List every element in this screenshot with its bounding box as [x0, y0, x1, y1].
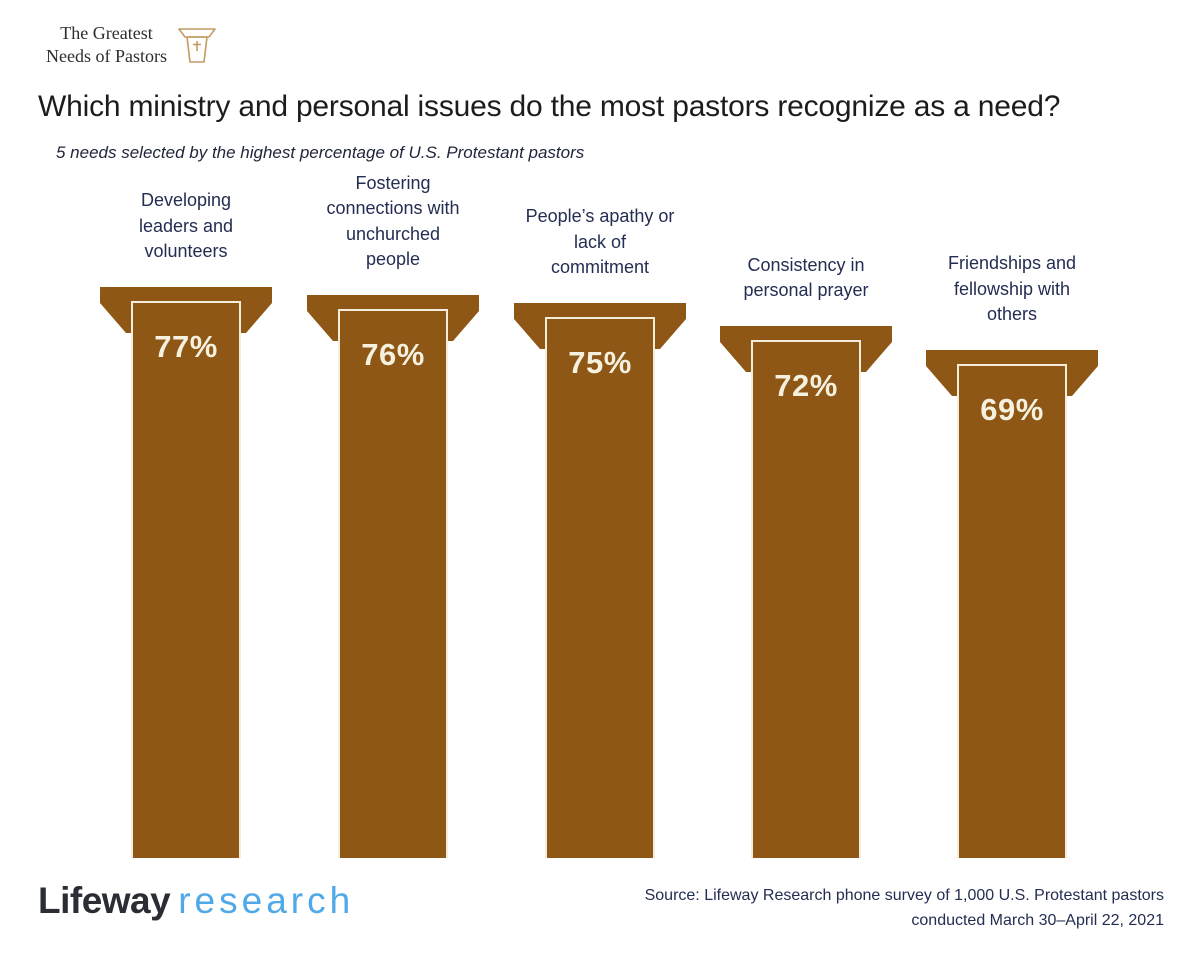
bar: 76% — [338, 309, 448, 858]
source-note: Source: Lifeway Research phone survey of… — [645, 884, 1164, 934]
bar-category-label: Consistency in personal prayer — [743, 254, 869, 301]
bar-category-label: Developing leaders and volunteers — [138, 190, 234, 262]
bar-value-label: 69% — [980, 392, 1044, 427]
bar-column: People’s apathy or lack of commitment 75… — [514, 206, 686, 858]
bar-column: Developing leaders and volunteers 77% — [100, 190, 272, 858]
research-wordmark: research — [178, 880, 355, 921]
page-subtitle: 5 needs selected by the highest percenta… — [56, 143, 585, 162]
pulpit-icon — [177, 25, 217, 65]
page-title: Which ministry and personal issues do th… — [38, 90, 1061, 123]
logo-line-2: Needs of Pastors — [46, 45, 167, 66]
bar-value-label: 72% — [774, 368, 838, 403]
logo-line-1: The Greatest — [60, 23, 153, 43]
bar-column: Consistency in personal prayer 72% — [720, 255, 892, 858]
greatest-needs-logo: The Greatest Needs of Pastors — [46, 22, 217, 67]
bar: 75% — [545, 317, 655, 858]
lifeway-research-logo: Lifeway research — [38, 880, 354, 922]
bar-column: Friendships and fellowship with others 6… — [926, 253, 1098, 858]
bar-value-label: 75% — [568, 345, 632, 380]
lifeway-wordmark: Lifeway — [38, 880, 171, 921]
bar-category-label: Fostering connections with unchurched pe… — [326, 172, 460, 270]
bar-value-label: 76% — [361, 337, 425, 372]
bar-category-label: People’s apathy or lack of commitment — [525, 206, 675, 278]
bar-column: Fostering connections with unchurched pe… — [307, 173, 479, 858]
bar: 77% — [131, 301, 241, 858]
bar-value-label: 77% — [154, 329, 218, 364]
bar: 69% — [957, 364, 1067, 858]
source-line-2: conducted March 30–April 22, 2021 — [911, 911, 1164, 929]
greatest-needs-logo-text: The Greatest Needs of Pastors — [46, 22, 167, 67]
bar-category-label: Friendships and fellowship with others — [947, 253, 1077, 325]
bar: 72% — [751, 340, 861, 858]
source-line-1: Source: Lifeway Research phone survey of… — [644, 887, 1164, 904]
